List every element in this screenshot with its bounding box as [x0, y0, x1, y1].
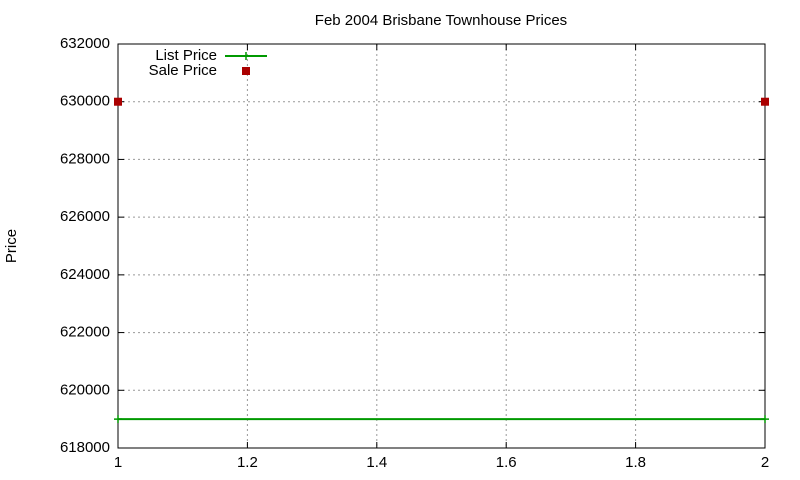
chart-title: Feb 2004 Brisbane Townhouse Prices [315, 12, 567, 29]
legend-label: List Price [155, 47, 217, 64]
y-tick-label: 632000 [60, 35, 110, 52]
y-tick-label: 624000 [60, 266, 110, 283]
y-tick-label: 618000 [60, 439, 110, 456]
y-axis-label: Price [3, 229, 20, 263]
y-tick-label: 620000 [60, 381, 110, 398]
x-tick-label: 1.6 [496, 454, 517, 471]
y-tick-label: 626000 [60, 208, 110, 225]
x-tick-label: 1.8 [625, 454, 646, 471]
point [242, 52, 250, 60]
x-tick-label: 2 [761, 454, 769, 471]
point [761, 415, 769, 424]
x-tick-label: 1 [114, 454, 122, 471]
point [761, 97, 769, 106]
legend-label: Sale Price [149, 62, 217, 79]
y-tick-label: 630000 [60, 93, 110, 110]
plot-border [117, 43, 766, 449]
x-tick-label: 1.2 [237, 454, 258, 471]
y-tick-label: 628000 [60, 150, 110, 167]
x-tick-label: 1.4 [366, 454, 387, 471]
point [114, 97, 122, 106]
y-tick-label: 622000 [60, 324, 110, 341]
point [114, 415, 122, 424]
point [242, 67, 250, 75]
